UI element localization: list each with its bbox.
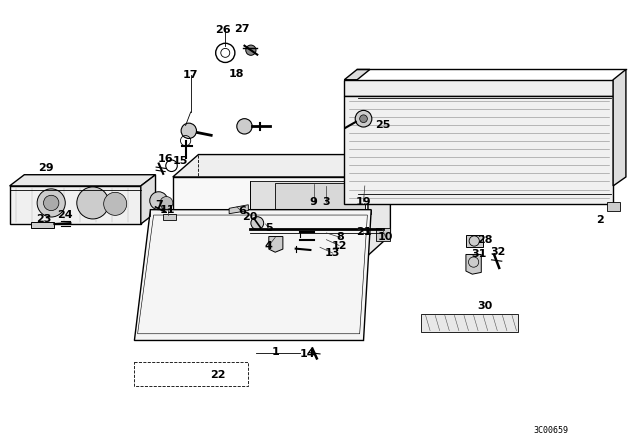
Polygon shape bbox=[466, 235, 483, 247]
Circle shape bbox=[160, 197, 173, 209]
Circle shape bbox=[77, 187, 109, 219]
Polygon shape bbox=[607, 202, 620, 211]
Polygon shape bbox=[421, 314, 518, 332]
Text: 19: 19 bbox=[356, 197, 371, 207]
Text: 2: 2 bbox=[596, 215, 604, 224]
Circle shape bbox=[355, 110, 372, 127]
Polygon shape bbox=[173, 177, 368, 255]
Text: 24: 24 bbox=[58, 210, 73, 220]
Text: 4: 4 bbox=[265, 241, 273, 250]
Polygon shape bbox=[344, 80, 613, 96]
Polygon shape bbox=[344, 96, 613, 204]
Polygon shape bbox=[141, 175, 156, 224]
Text: 10: 10 bbox=[378, 232, 393, 241]
Text: 25: 25 bbox=[375, 120, 390, 129]
Polygon shape bbox=[613, 69, 626, 186]
Polygon shape bbox=[275, 183, 365, 214]
Text: 8: 8 bbox=[337, 233, 344, 242]
Polygon shape bbox=[250, 181, 365, 215]
Text: 21: 21 bbox=[356, 227, 371, 237]
Text: 16: 16 bbox=[157, 154, 173, 164]
Text: 5: 5 bbox=[265, 224, 273, 233]
Text: 7: 7 bbox=[155, 200, 163, 210]
Circle shape bbox=[150, 192, 168, 210]
Text: 14: 14 bbox=[300, 349, 315, 359]
Text: 22: 22 bbox=[210, 370, 225, 380]
Polygon shape bbox=[173, 155, 390, 177]
Text: 20: 20 bbox=[242, 212, 257, 222]
Text: 29: 29 bbox=[38, 163, 54, 173]
Text: 17: 17 bbox=[183, 70, 198, 80]
Circle shape bbox=[237, 119, 252, 134]
Text: 6: 6 bbox=[238, 207, 246, 216]
Circle shape bbox=[360, 115, 367, 123]
Polygon shape bbox=[344, 69, 370, 80]
Polygon shape bbox=[163, 214, 176, 220]
Polygon shape bbox=[269, 237, 283, 252]
Text: 11: 11 bbox=[160, 205, 175, 215]
Text: 3: 3 bbox=[323, 198, 330, 207]
Circle shape bbox=[104, 192, 127, 215]
Text: 27: 27 bbox=[234, 24, 250, 34]
Polygon shape bbox=[10, 175, 156, 186]
Text: 31: 31 bbox=[471, 250, 486, 259]
Text: 26: 26 bbox=[215, 26, 230, 35]
Text: 12: 12 bbox=[332, 241, 347, 250]
Polygon shape bbox=[10, 186, 141, 224]
Text: 23: 23 bbox=[36, 214, 51, 224]
Polygon shape bbox=[134, 210, 371, 340]
Polygon shape bbox=[31, 222, 54, 228]
Polygon shape bbox=[376, 228, 390, 241]
Circle shape bbox=[251, 217, 264, 229]
Text: 9: 9 bbox=[310, 197, 317, 207]
Text: 3C00659: 3C00659 bbox=[533, 426, 568, 435]
Circle shape bbox=[44, 195, 59, 211]
Text: 13: 13 bbox=[325, 248, 340, 258]
Text: 18: 18 bbox=[229, 69, 244, 79]
Polygon shape bbox=[368, 155, 390, 255]
Circle shape bbox=[181, 123, 196, 138]
Text: 15: 15 bbox=[173, 156, 188, 166]
Circle shape bbox=[37, 189, 65, 217]
Text: 28: 28 bbox=[477, 235, 493, 245]
Text: 30: 30 bbox=[477, 301, 493, 310]
Polygon shape bbox=[466, 254, 481, 274]
Polygon shape bbox=[229, 205, 248, 214]
Text: 32: 32 bbox=[490, 247, 506, 257]
Circle shape bbox=[246, 45, 256, 55]
Text: 1: 1 bbox=[271, 347, 279, 357]
